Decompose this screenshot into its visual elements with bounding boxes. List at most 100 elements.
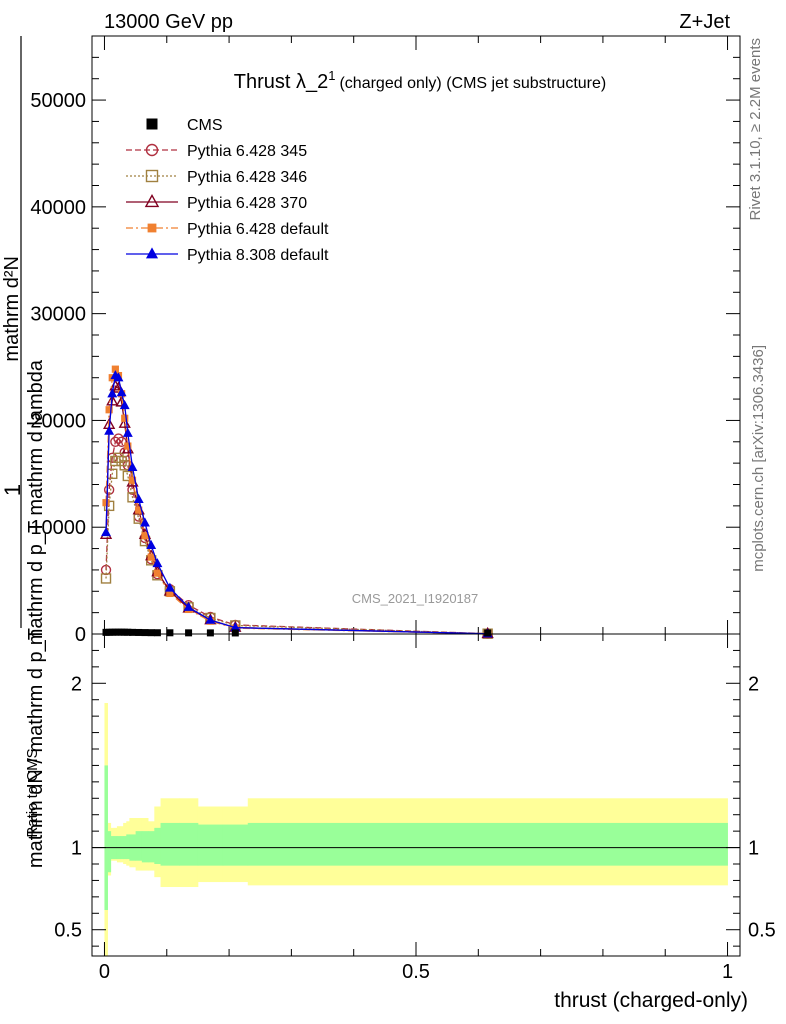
mcplots-label: mcplots.cern.ch [arXiv:1306.3436] bbox=[750, 345, 767, 572]
process-label: Z+Jet bbox=[679, 11, 730, 33]
data-point bbox=[111, 365, 119, 373]
legend-marker bbox=[145, 247, 159, 259]
data-point bbox=[128, 476, 137, 484]
data-point bbox=[153, 569, 162, 577]
stat-band-bin bbox=[148, 831, 155, 863]
svg-text:Thrust λ_21(charged only) (CMS: Thrust λ_21 (charged only) (CMS jet subst… bbox=[234, 68, 606, 93]
ratio-y-axis-label: Ratio to CMS bbox=[24, 748, 41, 837]
legend-entry: Pythia 6.428 default bbox=[126, 221, 329, 238]
stat-band-bin bbox=[126, 834, 130, 860]
ratio-y-tick-label-right: 2 bbox=[748, 673, 759, 695]
data-point bbox=[124, 628, 132, 636]
data-point bbox=[166, 629, 174, 637]
stat-band-bin bbox=[197, 824, 224, 866]
legend-label: Pythia 8.308 default bbox=[187, 247, 329, 264]
data-point bbox=[107, 388, 118, 398]
legend-label: Pythia 6.428 default bbox=[187, 221, 329, 238]
data-point bbox=[121, 414, 129, 422]
x-tick-label: 0 bbox=[99, 961, 110, 983]
data-point bbox=[124, 442, 132, 450]
legend-marker bbox=[147, 223, 157, 233]
y-tick-label: 50000 bbox=[30, 90, 86, 112]
data-point bbox=[116, 387, 127, 397]
uncertainty-bands bbox=[104, 703, 728, 956]
ratio-y-tick-label: 2 bbox=[71, 673, 82, 695]
data-point bbox=[106, 394, 119, 406]
title-main: Thrust λ_2 bbox=[234, 71, 328, 93]
data-point bbox=[141, 629, 149, 637]
data-point bbox=[153, 629, 161, 637]
energy-label: 13000 GeV pp bbox=[104, 11, 233, 33]
data-point bbox=[206, 629, 214, 637]
y-label-denominator: mathrm dN / mathrm d p_T bbox=[25, 628, 47, 868]
y-tick-label: 40000 bbox=[30, 197, 86, 219]
data-point bbox=[100, 573, 112, 584]
y-tick-label: 20000 bbox=[30, 410, 86, 432]
data-point bbox=[105, 406, 113, 414]
y-label-numerator-line1: mathrm d²N bbox=[1, 256, 23, 362]
legend-entry: Pythia 8.308 default bbox=[126, 247, 329, 264]
watermark: CMS_2021_I1920187 bbox=[352, 591, 479, 606]
stat-band-bin bbox=[154, 827, 161, 864]
data-point bbox=[146, 539, 157, 549]
series-pythia-6-428-346 bbox=[100, 452, 493, 639]
ratio-frame bbox=[91, 633, 741, 957]
stat-band-bin bbox=[247, 822, 728, 866]
series-line bbox=[105, 437, 488, 635]
ratio-y-tick-label: 1 bbox=[71, 838, 82, 860]
legend-label: CMS bbox=[187, 117, 223, 134]
y-tick-label: 10000 bbox=[30, 517, 86, 539]
main-y-axis-label: 1 mathrm d²N mathrm d p_T mathrm d lambd… bbox=[0, 36, 47, 868]
main-plot: 0 10000 20000 30000 40000 50000 bbox=[30, 35, 741, 646]
rivet-label: Rivet 3.1.10, ≥ 2.2M events bbox=[747, 38, 764, 221]
data-point bbox=[164, 582, 175, 592]
data-point bbox=[110, 436, 121, 447]
legend-entry: Pythia 6.428 345 bbox=[126, 143, 307, 160]
data-point bbox=[113, 372, 124, 382]
y-label-prefix: 1 bbox=[0, 484, 25, 496]
data-point bbox=[166, 589, 174, 598]
stat-band-bin bbox=[179, 822, 199, 866]
data-point bbox=[230, 622, 241, 632]
data-point bbox=[102, 499, 110, 507]
legend: CMS Pythia 6.428 345 Pythia 6.428 346 Pythi… bbox=[126, 117, 329, 264]
x-tick-label: 0.5 bbox=[402, 961, 430, 983]
legend-marker bbox=[146, 118, 158, 130]
ratio-y-tick-label-right: 0.5 bbox=[748, 920, 776, 942]
data-point bbox=[129, 628, 136, 636]
data-point bbox=[135, 628, 143, 636]
y-tick-label: 0 bbox=[75, 624, 86, 646]
data-point bbox=[205, 614, 216, 624]
legend-entry: Pythia 6.428 346 bbox=[126, 169, 307, 186]
stat-band-bin bbox=[104, 765, 108, 910]
stat-band-bin bbox=[141, 831, 149, 863]
legend-entry: CMS bbox=[146, 117, 223, 134]
series-cms bbox=[102, 628, 492, 637]
data-point bbox=[101, 527, 111, 537]
data-point bbox=[119, 460, 130, 471]
data-point bbox=[183, 601, 194, 611]
series-line bbox=[105, 367, 488, 635]
legend-label: Pythia 6.428 345 bbox=[187, 143, 307, 160]
legend-marker bbox=[145, 169, 159, 183]
y-tick-label: 30000 bbox=[30, 304, 86, 326]
ratio-plot: 0.5 0.5 1 1 2 2 0 0.5 1 bbox=[54, 633, 776, 983]
data-point bbox=[147, 629, 155, 637]
series-pythia-6-428-345 bbox=[100, 433, 493, 639]
data-point bbox=[135, 506, 143, 514]
series-line bbox=[105, 456, 488, 635]
ratio-y-tick-label-right: 1 bbox=[748, 838, 759, 860]
legend-marker bbox=[144, 193, 160, 208]
stat-band-bin bbox=[160, 822, 180, 866]
data-point bbox=[141, 532, 149, 540]
y-label-numerator-line2: mathrm d p_T mathrm d lambda bbox=[25, 359, 47, 645]
data-point bbox=[133, 494, 144, 504]
legend-marker bbox=[145, 143, 159, 157]
data-point bbox=[103, 484, 115, 496]
data-point bbox=[119, 400, 130, 410]
data-point bbox=[484, 629, 492, 637]
stat-band-bin bbox=[222, 824, 249, 866]
data-point bbox=[127, 462, 138, 472]
title-rest: (charged only) (CMS jet substructure) bbox=[339, 75, 606, 92]
